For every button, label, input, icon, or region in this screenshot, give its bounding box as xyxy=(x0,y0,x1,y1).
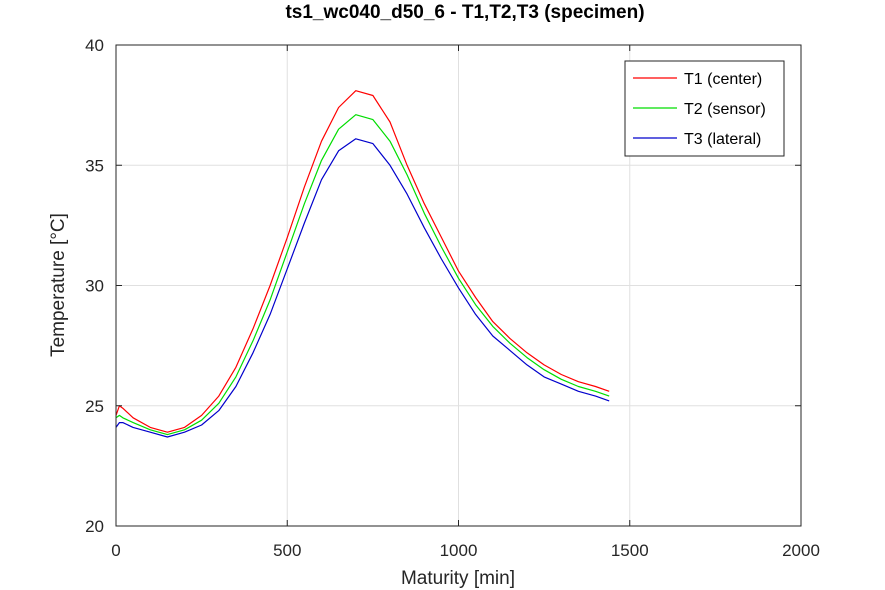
y-tick-label: 25 xyxy=(85,397,104,416)
series-line-1 xyxy=(115,90,610,433)
x-tick-label: 1000 xyxy=(440,541,478,560)
axis-ticks: 0 500 1000 1500 2000 20 25 30 35 40 xyxy=(85,36,820,560)
y-tick-label: 35 xyxy=(85,156,104,175)
y-tick-label: 30 xyxy=(85,277,104,296)
legend: T1 (center) T2 (sensor) T3 (lateral) xyxy=(624,60,785,157)
series-group xyxy=(115,90,610,438)
legend-label-2: T2 (sensor) xyxy=(684,101,766,118)
legend-label-3: T3 (lateral) xyxy=(684,131,761,148)
chart-title: ts1_wc040_d50_6 - T1,T2,T3 (specimen) xyxy=(285,2,644,23)
x-axis-label: Maturity [min] xyxy=(401,568,515,589)
y-axis-label: Temperature [°C] xyxy=(48,213,69,357)
x-tick-label: 1500 xyxy=(611,541,649,560)
legend-label-1: T1 (center) xyxy=(684,71,762,88)
y-tick-label: 40 xyxy=(85,36,104,55)
x-tick-label: 0 xyxy=(111,541,120,560)
x-tick-label: 2000 xyxy=(782,541,820,560)
x-tick-label: 500 xyxy=(273,541,301,560)
series-line-2 xyxy=(115,114,610,436)
y-tick-label: 20 xyxy=(85,517,104,536)
series-line-3 xyxy=(115,138,610,438)
